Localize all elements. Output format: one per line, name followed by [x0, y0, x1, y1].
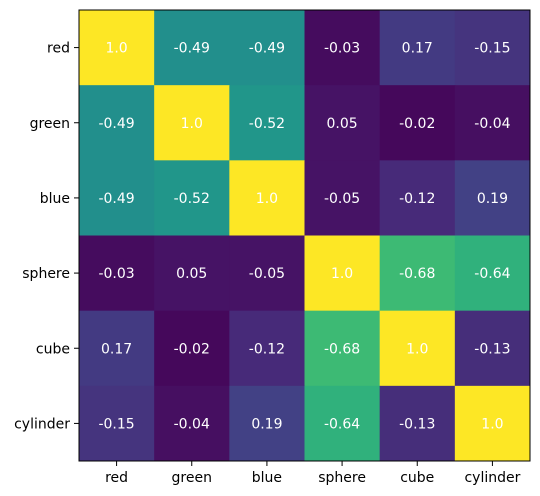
cell-value-label: 1.0 [331, 266, 353, 282]
cell-value-label: 0.05 [176, 266, 207, 282]
cell-value-label: 0.19 [251, 416, 282, 432]
heatmap-cell-green-cylinder [454, 85, 531, 161]
heatmap-cell-cylinder-cube [379, 385, 456, 462]
cell-value-label: 1.0 [256, 191, 278, 207]
y-tick-label-green: green [30, 116, 70, 132]
heatmap-cell-cube-cylinder [454, 310, 531, 387]
heatmap-cell-sphere-sphere [304, 235, 381, 312]
heatmap-cell-red-cube [379, 10, 456, 86]
y-tick-label-red: red [47, 41, 70, 57]
x-tick-label-red: red [105, 470, 128, 486]
heatmap-cell-green-cube [379, 85, 456, 161]
cell-value-label: -0.04 [474, 116, 510, 132]
cell-value-label: 1.0 [406, 341, 428, 357]
heatmap-cell-sphere-blue [229, 235, 305, 312]
cell-value-label: -0.13 [399, 416, 435, 432]
heatmap-cell-cube-red [79, 310, 155, 387]
heatmap-cell-green-blue [229, 85, 305, 161]
heatmap-cell-cylinder-red [79, 385, 155, 462]
y-tick-label-cube: cube [36, 341, 70, 357]
cell-value-label: -0.64 [474, 266, 510, 282]
cell-value-label: -0.52 [174, 191, 210, 207]
cell-value-label: 1.0 [181, 116, 203, 132]
cell-value-label: -0.12 [249, 341, 285, 357]
heatmap-cell-green-green [154, 85, 230, 161]
x-tick-label-cylinder: cylinder [464, 470, 520, 486]
heatmap-cell-cylinder-blue [229, 385, 305, 462]
heatmap-cell-cylinder-green [154, 385, 230, 462]
heatmap-cell-blue-blue [229, 160, 305, 236]
heatmap-cell-cube-cube [379, 310, 456, 387]
y-tick-label-sphere: sphere [22, 266, 70, 282]
heatmap-cell-cube-blue [229, 310, 305, 387]
heatmap-cell-cube-sphere [304, 310, 381, 387]
cell-value-label: -0.68 [324, 341, 360, 357]
cell-value-label: -0.49 [174, 41, 210, 57]
cell-value-label: -0.05 [249, 266, 285, 282]
heatmap-cell-red-red [79, 10, 155, 86]
x-axis-ticks: red green blue sphere cube cylinder [105, 461, 521, 486]
cell-value-label: -0.15 [474, 41, 510, 57]
cell-value-label: -0.02 [399, 116, 435, 132]
cell-value-label: -0.49 [98, 116, 134, 132]
cell-value-label: -0.04 [174, 416, 210, 432]
heatmap-value-labels: 1.0 -0.49 -0.49 -0.03 0.17 -0.15 -0.49 1.0 -0.52… [98, 41, 510, 433]
heatmap-cell-blue-red [79, 160, 155, 236]
cell-value-label: 0.19 [477, 191, 508, 207]
heatmap-cell-sphere-red [79, 235, 155, 312]
x-tick-label-sphere: sphere [318, 470, 366, 486]
heatmap-cell-green-sphere [304, 85, 381, 161]
cell-value-label: -0.68 [399, 266, 435, 282]
heatmap-cell-blue-green [154, 160, 230, 236]
cell-value-label: -0.15 [98, 416, 134, 432]
heatmap-cell-cube-green [154, 310, 230, 387]
cell-value-label: -0.03 [98, 266, 134, 282]
cell-value-label: 1.0 [481, 416, 503, 432]
plot-frame [78, 9, 531, 462]
cell-value-label: -0.52 [249, 116, 285, 132]
x-tick-label-green: green [172, 470, 212, 486]
heatmap-cell-red-sphere [304, 10, 381, 86]
cell-value-label: 0.17 [101, 341, 132, 357]
heatmap-cell-red-cylinder [454, 10, 531, 86]
cell-value-label: 0.05 [326, 116, 357, 132]
heatmap-cell-blue-sphere [304, 160, 381, 236]
cell-value-label: -0.64 [324, 416, 360, 432]
y-tick-label-blue: blue [40, 191, 70, 207]
heatmap-cell-blue-cube [379, 160, 456, 236]
heatmap-cell-sphere-cylinder [454, 235, 531, 312]
cell-value-label: -0.02 [174, 341, 210, 357]
y-axis-ticks: red green blue sphere cube cylinder [14, 41, 79, 432]
cell-value-label: -0.03 [324, 41, 360, 57]
x-tick-label-cube: cube [400, 470, 434, 486]
heatmap-cell-sphere-cube [379, 235, 456, 312]
heatmap-cell-sphere-green [154, 235, 230, 312]
heatmap-cell-red-green [154, 10, 230, 86]
heatmap-cell-red-blue [229, 10, 305, 86]
cell-value-label: 0.17 [402, 41, 433, 57]
cell-value-label: 1.0 [105, 41, 127, 57]
y-tick-label-cylinder: cylinder [14, 416, 70, 432]
cell-value-label: -0.49 [249, 41, 285, 57]
cell-value-label: -0.05 [324, 191, 360, 207]
heatmap-cells [79, 10, 531, 462]
heatmap-cell-cylinder-cylinder [454, 385, 531, 462]
heatmap-cell-cylinder-sphere [304, 385, 381, 462]
x-tick-label-blue: blue [252, 470, 282, 486]
cell-value-label: -0.12 [399, 191, 435, 207]
cell-value-label: -0.13 [474, 341, 510, 357]
cell-value-label: -0.49 [98, 191, 134, 207]
heatmap-cell-blue-cylinder [454, 160, 531, 236]
heatmap-cell-green-red [79, 85, 155, 161]
